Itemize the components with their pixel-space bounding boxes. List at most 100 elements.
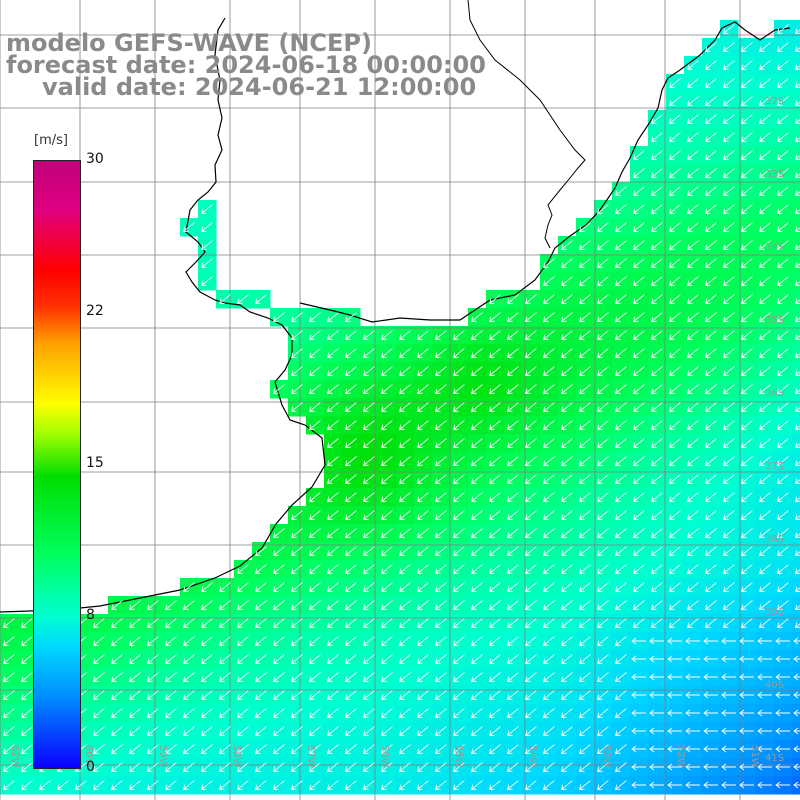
wind-arrow <box>291 618 303 628</box>
wind-arrow <box>21 618 33 628</box>
wind-arrow <box>345 492 357 502</box>
wind-arrow <box>687 204 699 214</box>
wind-arrow <box>561 582 573 592</box>
wind-arrow <box>201 582 213 592</box>
wind-arrow <box>633 150 645 160</box>
wind-arrow <box>273 690 285 700</box>
wind-arrow <box>363 654 375 664</box>
wind-arrow <box>705 114 717 124</box>
wind-arrow <box>615 186 627 196</box>
wind-cell <box>792 542 800 561</box>
wind-arrow <box>669 438 681 448</box>
wind-arrow <box>597 654 609 664</box>
wind-arrow <box>21 672 33 682</box>
wind-arrow <box>597 276 609 286</box>
wind-arrow <box>739 637 754 645</box>
wind-arrow <box>201 672 213 682</box>
wind-arrow <box>543 528 555 538</box>
wind-arrow <box>561 510 573 520</box>
wind-arrow <box>741 204 753 214</box>
wind-arrow <box>795 154 800 160</box>
wind-arrow <box>759 564 771 574</box>
wind-arrow <box>543 258 555 268</box>
wind-arrow <box>759 60 771 70</box>
wind-arrow <box>615 618 627 628</box>
wind-arrow <box>723 240 735 250</box>
lat-label: 33S <box>765 169 784 180</box>
wind-arrow <box>669 132 681 142</box>
wind-cell <box>792 56 800 75</box>
wind-arrow <box>777 366 789 376</box>
colorbar-unit: [m/s] <box>34 133 68 148</box>
wind-arrow <box>381 546 393 556</box>
wind-arrow <box>129 708 141 718</box>
wind-arrow <box>381 456 393 466</box>
wind-arrow <box>739 781 754 789</box>
wind-arrow <box>597 582 609 592</box>
wind-arrow <box>741 258 753 268</box>
wind-arrow <box>775 709 790 717</box>
wind-arrow <box>327 582 339 592</box>
wind-arrow <box>417 780 429 790</box>
wind-arrow <box>291 330 303 340</box>
wind-arrow <box>471 474 483 484</box>
wind-arrow <box>739 763 754 771</box>
wind-arrow <box>471 708 483 718</box>
wind-arrow <box>631 745 646 753</box>
wind-arrow <box>471 762 483 772</box>
wind-arrow <box>327 780 339 790</box>
wind-arrow <box>597 636 609 646</box>
wind-arrow <box>741 114 753 124</box>
wind-arrow <box>453 762 465 772</box>
wind-arrow <box>399 780 411 790</box>
wind-arrow <box>381 492 393 502</box>
wind-arrow <box>399 582 411 592</box>
wind-arrow <box>273 636 285 646</box>
colorbar-tick-8: 8 <box>86 607 95 623</box>
wind-arrow <box>687 474 699 484</box>
wind-arrow <box>667 655 682 663</box>
wind-arrow <box>777 222 789 232</box>
wind-arrow <box>507 456 519 466</box>
wind-arrow <box>633 546 645 556</box>
wind-arrow <box>615 330 627 340</box>
wind-arrow <box>489 546 501 556</box>
wind-arrow <box>705 258 717 268</box>
wind-arrow <box>543 762 555 772</box>
wind-arrow <box>309 726 321 736</box>
wind-arrow <box>435 528 447 538</box>
wind-arrow <box>615 204 627 214</box>
wind-arrow <box>435 330 447 340</box>
wind-arrow <box>309 330 321 340</box>
wind-arrow <box>579 654 591 664</box>
wind-arrow <box>723 222 735 232</box>
wind-arrow <box>795 352 800 358</box>
wind-arrow <box>507 744 519 754</box>
wind-arrow <box>651 186 663 196</box>
wind-arrow <box>723 150 735 160</box>
wind-arrow <box>597 402 609 412</box>
wind-arrow <box>597 708 609 718</box>
wind-arrow <box>561 474 573 484</box>
wind-arrow <box>579 564 591 574</box>
wind-arrow <box>111 744 123 754</box>
wind-arrow <box>615 582 627 592</box>
wind-arrow <box>741 168 753 178</box>
wind-arrow <box>633 474 645 484</box>
wind-arrow <box>453 528 465 538</box>
wind-arrow <box>795 28 800 34</box>
wind-arrow <box>633 492 645 502</box>
wind-arrow <box>633 276 645 286</box>
wind-arrow <box>687 618 699 628</box>
colorbar-tick-30: 30 <box>86 151 104 167</box>
wind-arrow <box>93 780 105 790</box>
wind-arrow <box>435 420 447 430</box>
wind-arrow <box>669 78 681 88</box>
wind-arrow <box>741 474 753 484</box>
wind-arrow <box>525 492 537 502</box>
wind-arrow <box>363 528 375 538</box>
wind-arrow <box>667 637 682 645</box>
wind-arrow <box>255 582 267 592</box>
wind-arrow <box>453 492 465 502</box>
wind-arrow <box>685 745 700 753</box>
